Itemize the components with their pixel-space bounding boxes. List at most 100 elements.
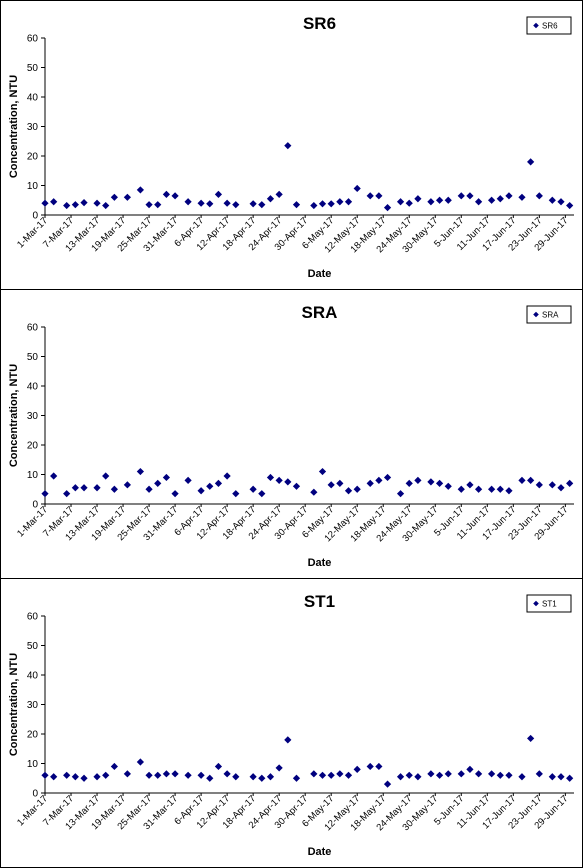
data-point [136,467,144,476]
data-point [63,201,71,210]
data-point [414,476,422,484]
data-point [396,773,405,781]
data-point [457,770,465,778]
data-point [162,770,171,778]
y-tick-label: 40 [27,671,39,682]
y-tick-label: 20 [27,441,39,452]
x-axis-label: Date [308,557,332,569]
y-axis-label: Concentration, NTU [8,653,20,756]
data-point [292,482,301,490]
data-point [327,771,335,779]
data-point [444,196,452,204]
data-point [310,488,318,496]
data-point [527,476,535,484]
data-point [344,487,353,495]
data-point [414,773,422,781]
y-tick-label: 20 [27,152,39,163]
data-point [110,762,118,771]
data-point [557,484,565,492]
data-point [444,770,452,778]
y-tick-label: 30 [27,411,39,422]
data-point [123,770,131,778]
data-point [353,765,361,773]
data-point [102,771,110,779]
data-point [41,771,49,779]
legend-marker [533,311,539,318]
data-point [435,479,444,487]
data-point [383,780,392,788]
data-point [275,190,283,198]
y-tick-label: 30 [27,122,39,133]
data-point [344,771,353,779]
data-point [488,485,496,493]
data-point [223,770,231,778]
data-point [154,771,162,779]
chart-svg: SRA01020304050601-Mar-177-Mar-1713-Mar-1… [8,303,574,569]
y-tick-label: 30 [27,700,39,711]
data-point [353,485,361,493]
y-tick-label: 20 [27,730,39,741]
data-point [557,198,565,206]
data-point [527,734,535,743]
data-point [427,478,435,486]
data-point [223,472,231,480]
legend-box [526,16,572,35]
y-tick-label: 10 [27,759,39,770]
data-point [275,764,283,772]
data-point [548,481,556,489]
legend-box [526,594,572,613]
y-tick-label: 10 [27,181,39,192]
data-point [162,473,171,482]
data-point [396,198,405,206]
data-point [71,484,79,492]
data-point [548,773,556,781]
chart-title: SRA [302,303,338,322]
data-point [50,198,58,206]
data-point [284,478,292,486]
legend-label: SRA [542,311,559,320]
data-point [535,481,543,489]
data-point [41,199,49,207]
data-point [136,758,144,766]
data-point [475,770,483,778]
data-point [414,195,422,203]
data-point [50,773,58,781]
y-axis-label: Concentration, NTU [8,364,20,467]
data-point [318,771,327,779]
data-point [518,773,526,781]
data-point [488,770,496,778]
chart-svg: ST101020304050601-Mar-177-Mar-1713-Mar-1… [8,592,574,858]
data-point [102,201,110,210]
data-point [518,193,526,201]
data-point [206,774,214,782]
data-point [93,199,101,207]
data-point [475,485,483,493]
y-tick-label: 50 [27,352,39,363]
data-point [145,771,153,779]
x-axis-label: Date [308,268,332,280]
data-point [318,200,327,208]
data-point [435,771,444,779]
data-point [232,201,240,209]
data-point [232,490,240,498]
y-tick-label: 0 [32,500,38,511]
data-point [80,484,88,492]
legend-label: ST1 [542,600,557,609]
legend-marker [533,22,539,29]
data-point [145,485,153,493]
data-point [375,476,383,484]
data-point [206,200,214,208]
data-point [197,771,205,779]
data-point [63,771,71,779]
data-point [457,485,465,493]
data-point [266,195,275,203]
y-tick-label: 10 [27,470,39,481]
x-axis-label: Date [308,846,332,858]
data-point [171,490,179,498]
data-point [110,485,118,493]
data-point [154,479,162,487]
data-point [197,487,205,495]
data-point [310,770,318,778]
data-point [145,201,153,209]
data-point [80,774,88,782]
